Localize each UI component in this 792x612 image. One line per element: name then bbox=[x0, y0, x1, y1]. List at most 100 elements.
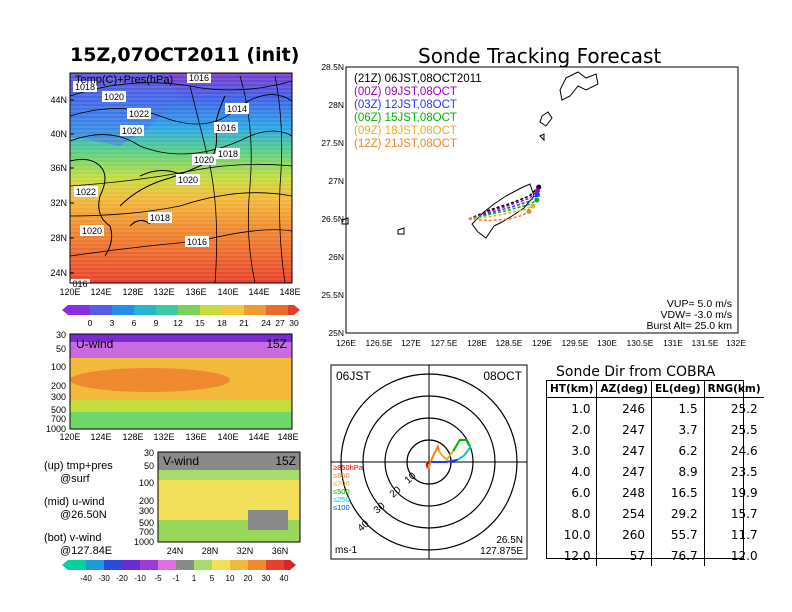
panel-notes: (up) tmp+pres @surf (mid) u-wind @26.50N (… bbox=[44, 460, 113, 558]
cell: 246 bbox=[596, 397, 652, 419]
isobar-label: 1022 bbox=[129, 109, 149, 119]
cell: 76.7 bbox=[650, 545, 705, 566]
lon-tick-label: 144E bbox=[248, 287, 269, 297]
lon-tick-label: 131.5E bbox=[692, 338, 719, 348]
hodograph-segment bbox=[452, 439, 472, 452]
ascent-rate: VUP= 5.0 m/s bbox=[667, 298, 732, 310]
u-wind-label: U-wind bbox=[76, 337, 113, 351]
lon-tick-label: 131E bbox=[663, 338, 683, 348]
table-row: 10.0 260 55.7 11.7 bbox=[547, 524, 764, 545]
lat-tick-label: 32N bbox=[50, 198, 67, 208]
cell: 4.0 bbox=[571, 464, 591, 479]
wind-colorbar: -40 -30 -20 -10 -5 -1 1 5 10 20 30 40 bbox=[62, 560, 296, 583]
level-legend-item: ≤250 bbox=[333, 495, 350, 504]
wind-scale-label: -10 bbox=[134, 574, 146, 583]
isobar-label: 1014 bbox=[227, 104, 247, 114]
temp-scale-label: 21 bbox=[239, 318, 249, 328]
cell: 6.0 bbox=[571, 485, 591, 500]
isobar-label: 1020 bbox=[122, 126, 142, 136]
cell: 1.0 bbox=[571, 401, 591, 416]
lon-tick-label: 132E bbox=[153, 287, 174, 297]
note-line: (up) tmp+pres bbox=[44, 460, 113, 472]
pressure-level-label: 30 bbox=[56, 330, 66, 340]
lon-tick-label: 128E bbox=[467, 338, 487, 348]
pressure-level-label: 100 bbox=[51, 362, 66, 372]
lat-tick-label: 32N bbox=[237, 546, 254, 556]
table-row: 4.0 247 8.9 23.5 bbox=[547, 461, 764, 482]
isobar-label: 1020 bbox=[82, 226, 102, 236]
sonde-track-line bbox=[468, 199, 538, 220]
table-row: 3.0 247 6.2 24.6 bbox=[547, 440, 764, 461]
sonde-track-line bbox=[468, 194, 538, 220]
wind-scale-label: 5 bbox=[210, 574, 215, 583]
hodograph-segment bbox=[457, 445, 472, 461]
hodograph-segment bbox=[431, 458, 458, 463]
cell: 16.5 bbox=[650, 482, 705, 503]
pressure-level-label: 50 bbox=[144, 461, 154, 471]
cell: 247 bbox=[596, 440, 652, 461]
sonde-track-line bbox=[468, 210, 530, 222]
lat-tick-label: 25N bbox=[328, 328, 344, 338]
hodo-time: 06JST bbox=[336, 369, 371, 383]
pressure-level-label: 1000 bbox=[46, 424, 66, 434]
lon-tick-label: 136E bbox=[185, 432, 206, 442]
wind-scale-label: 1 bbox=[192, 574, 197, 583]
note-line: @26.50N bbox=[60, 509, 107, 521]
forecast-time-label: (06Z) 15JST,08OCT bbox=[354, 112, 457, 124]
isobar-label: 1018 bbox=[75, 82, 95, 92]
lon-tick-label: 148E bbox=[279, 287, 300, 297]
forecast-time-label: (00Z) 09JST,08OCT bbox=[354, 86, 457, 98]
cell: 19.9 bbox=[703, 482, 764, 503]
sonde-track-endpoint bbox=[534, 188, 540, 194]
temp-scale-label: 9 bbox=[154, 318, 159, 328]
sonde-dir-title: Sonde Dir from COBRA bbox=[556, 364, 716, 380]
sonde-track-line bbox=[468, 205, 534, 220]
tracking-map: 28.5N 28N 27.5N 27N 26.5N 26N 25.5N 25N … bbox=[321, 62, 746, 348]
forecast-time-label: (21Z) 06JST,08OCT2011 bbox=[354, 73, 482, 85]
isobar-label: 1018 bbox=[150, 213, 170, 223]
lon-tick-label: 129.5E bbox=[562, 338, 589, 348]
level-legend-item: ≤100 bbox=[333, 503, 350, 512]
temp-pressure-map: 1018 1020 1022 1020 1016 1014 1016 1018 … bbox=[50, 72, 301, 328]
col-header-height: HT(km) bbox=[547, 381, 597, 398]
sonde-tracks bbox=[468, 184, 542, 222]
hodo-lat: 26.5N bbox=[496, 535, 523, 546]
forecast-time-label: (09Z) 18JST,08OCT bbox=[354, 125, 457, 137]
lon-tick-label: 129E bbox=[532, 338, 552, 348]
lon-tick-label: 130E bbox=[597, 338, 617, 348]
lat-tick-label: 24N bbox=[50, 268, 67, 278]
cell: 15.7 bbox=[703, 503, 764, 524]
pressure-level-label: 100 bbox=[139, 478, 154, 488]
hodo-date: 08OCT bbox=[483, 369, 522, 383]
note-line: (mid) u-wind bbox=[44, 496, 105, 508]
sonde-track-endpoint bbox=[534, 192, 540, 198]
table-row: 8.0 254 29.2 15.7 bbox=[547, 503, 764, 524]
lon-tick-label: 140E bbox=[217, 287, 238, 297]
cell: 10.0 bbox=[563, 527, 591, 542]
lon-tick-label: 127E bbox=[401, 338, 421, 348]
col-header-azimuth: AZ(deg) bbox=[596, 381, 652, 398]
isobar-label: 1016 bbox=[189, 73, 209, 83]
hodograph-traces bbox=[425, 439, 472, 469]
sonde-track-endpoint bbox=[536, 184, 542, 190]
lat-tick-label: 36N bbox=[272, 546, 289, 556]
lat-tick-label: 44N bbox=[50, 95, 67, 105]
lon-tick-label: 130.5E bbox=[627, 338, 654, 348]
sonde-track-endpoint bbox=[534, 197, 540, 203]
init-title: 15Z,07OCT2011 (init) bbox=[70, 44, 300, 66]
cell: 3.7 bbox=[650, 419, 705, 440]
pressure-level-label: 700 bbox=[51, 414, 66, 424]
cell: 1.5 bbox=[650, 397, 705, 419]
lon-tick-label: 148E bbox=[277, 432, 298, 442]
cell: 260 bbox=[596, 524, 652, 545]
tracking-title: Sonde Tracking Forecast bbox=[418, 44, 662, 68]
lon-tick-label: 128E bbox=[122, 287, 143, 297]
cell: 247 bbox=[596, 461, 652, 482]
cell: 6.2 bbox=[650, 440, 705, 461]
wind-scale-label: -5 bbox=[154, 574, 162, 583]
lon-tick-label: 127.5E bbox=[431, 338, 458, 348]
temp-scale-label: 3 bbox=[110, 318, 115, 328]
pressure-level-label: 200 bbox=[139, 496, 154, 506]
lon-tick-label: 128E bbox=[122, 432, 143, 442]
isobar-label: 1022 bbox=[76, 187, 96, 197]
